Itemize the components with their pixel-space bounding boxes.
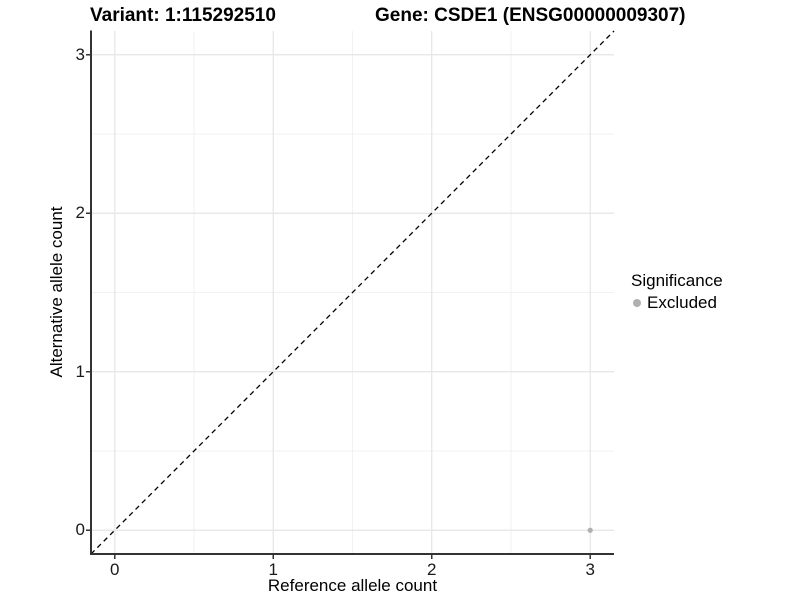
y-tick-label: 0 (75, 520, 85, 540)
x-tick-label: 0 (110, 560, 120, 579)
variant-title: Variant: 1:115292510 (90, 5, 276, 26)
legend: Significance Excluded (631, 271, 723, 313)
y-tick-label: 2 (75, 203, 85, 223)
gene-title: Gene: CSDE1 (ENSG00000009307) (375, 5, 686, 26)
data-point (587, 527, 593, 533)
plot-area-svg (86, 30, 615, 559)
legend-point-icon (633, 299, 641, 307)
y-tick-label: 3 (75, 44, 85, 64)
legend-title: Significance (631, 271, 723, 290)
x-tick-label: 1 (268, 560, 278, 579)
y-axis-title: Alternative allele count (47, 206, 66, 378)
x-tick-label: 3 (585, 560, 595, 579)
plot-panel: 0 1 2 3 0 1 2 3 (76, 30, 615, 579)
legend-item-label: Excluded (647, 293, 717, 312)
legend-item: Excluded (631, 293, 723, 313)
x-tick-label: 2 (427, 560, 437, 579)
y-tick-label: 1 (75, 361, 85, 381)
identity-line (90, 30, 615, 555)
x-axis-title: Reference allele count (267, 576, 438, 595)
